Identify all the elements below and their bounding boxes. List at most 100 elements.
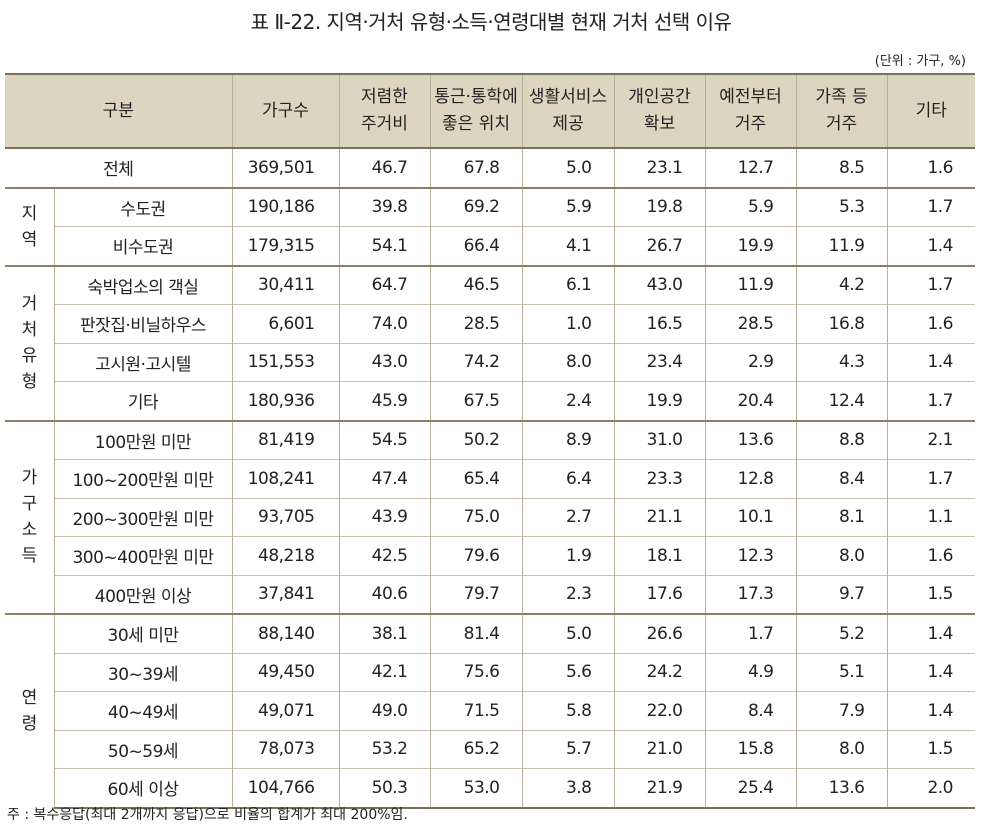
cell-value: 2.1 <box>886 419 975 460</box>
header-commute: 통근·통학에 좋은 위치 <box>429 73 522 149</box>
table-row: 100~200만원 미만 108,241 47.4 65.4 6.4 23.3 12.8 8.… <box>5 459 975 498</box>
row-label: 고시원·고시텔 <box>53 342 232 382</box>
cell-value: 1.4 <box>886 691 975 730</box>
table-row: 거 처 유 형 숙박업소의 객실 30,411 64.7 46.5 6.1 43.0 11.9 4.2… <box>5 264 975 421</box>
cell-value: 2.4 <box>521 381 614 421</box>
cell-value: 16.8 <box>795 304 887 343</box>
cell-value: 53.2 <box>338 729 430 769</box>
cell-value: 64.7 <box>338 264 430 305</box>
cell-value: 43.0 <box>338 342 430 382</box>
header-private-space: 개인공간 확보 <box>613 73 705 149</box>
cell-value: 20.4 <box>704 381 796 421</box>
cell-value: 12.7 <box>704 147 796 189</box>
cell-value: 5.7 <box>521 729 614 769</box>
row-label: 400만원 이상 <box>53 574 232 614</box>
cell-value: 42.5 <box>338 536 430 575</box>
cell-value: 43.0 <box>613 264 705 305</box>
cell-value: 5.3 <box>795 187 887 227</box>
cell-households: 48,218 <box>231 536 339 575</box>
cell-value: 75.6 <box>429 652 522 692</box>
housing-reasons-table: 구분 가구수 저렴한 주거비 통근·통학에 좋은 위치 생활서비스 제공 개인공간 확보… <box>5 73 975 809</box>
cell-value: 47.4 <box>338 459 430 498</box>
cell-value: 65.4 <box>429 459 522 498</box>
cell-value: 12.3 <box>704 536 796 575</box>
cell-value: 8.1 <box>795 497 887 537</box>
cell-value: 1.7 <box>886 187 975 227</box>
cell-value: 1.7 <box>704 613 796 653</box>
cell-value: 10.1 <box>704 497 796 537</box>
cell-value: 75.0 <box>429 497 522 537</box>
cell-value: 45.9 <box>338 381 430 421</box>
cell-value: 8.0 <box>795 536 887 575</box>
table-row: 가 구 소 득 100만원 미만 81,419 54.5 50.2 8.9 31.0 13.6 8.8… <box>5 419 975 614</box>
cell-value: 1.4 <box>886 226 975 266</box>
cell-value: 1.6 <box>886 304 975 343</box>
table-row: 기타 180,936 45.9 67.5 2.4 19.9 20.4 12.4 1.7 <box>5 381 975 421</box>
cell-value: 5.9 <box>521 187 614 227</box>
cell-value: 13.6 <box>704 419 796 460</box>
row-label: 40~49세 <box>53 691 232 730</box>
cell-value: 8.0 <box>521 342 614 382</box>
cell-value: 2.3 <box>521 574 614 614</box>
cell-value: 1.4 <box>886 613 975 653</box>
cell-value: 1.7 <box>886 381 975 421</box>
cell-value: 31.0 <box>613 419 705 460</box>
cell-value: 46.5 <box>429 264 522 305</box>
cell-value: 71.5 <box>429 691 522 730</box>
row-label: 전체 <box>5 147 232 189</box>
row-label: 30~39세 <box>53 652 232 692</box>
cell-households: 180,936 <box>231 381 339 421</box>
cell-value: 17.3 <box>704 574 796 614</box>
cell-value: 5.6 <box>521 652 614 692</box>
cell-value: 25.4 <box>704 768 796 809</box>
table-row: 400만원 이상 37,841 40.6 79.7 2.3 17.6 17.3 9.7 1.5 <box>5 574 975 614</box>
cell-value: 5.1 <box>795 652 887 692</box>
cell-value: 5.0 <box>521 147 614 189</box>
cell-households: 49,071 <box>231 691 339 730</box>
cell-value: 23.4 <box>613 342 705 382</box>
cell-value: 7.9 <box>795 691 887 730</box>
cell-households: 151,553 <box>231 342 339 382</box>
cell-value: 40.6 <box>338 574 430 614</box>
cell-value: 4.1 <box>521 226 614 266</box>
table-row: 판잣집·비닐하우스 6,601 74.0 28.5 1.0 16.5 28.5 16.8 1.6 <box>5 304 975 343</box>
cell-value: 1.7 <box>886 459 975 498</box>
cell-value: 5.0 <box>521 613 614 653</box>
cell-value: 79.6 <box>429 536 522 575</box>
cell-households: 369,501 <box>231 147 339 189</box>
cell-value: 38.1 <box>338 613 430 653</box>
cell-value: 1.7 <box>886 264 975 305</box>
cell-value: 67.8 <box>429 147 522 189</box>
cell-value: 1.5 <box>886 729 975 769</box>
table-row-total: 전체 369,501 46.7 67.8 5.0 23.1 12.7 8.5 1… <box>5 147 975 189</box>
row-label: 숙박업소의 객실 <box>53 264 232 305</box>
cell-value: 2.0 <box>886 768 975 809</box>
cell-households: 81,419 <box>231 419 339 460</box>
cell-value: 21.9 <box>613 768 705 809</box>
cell-value: 69.2 <box>429 187 522 227</box>
cell-value: 22.0 <box>613 691 705 730</box>
cell-households: 78,073 <box>231 729 339 769</box>
cell-value: 1.1 <box>886 497 975 537</box>
unit-label: (단위 : 가구, %) <box>874 54 966 69</box>
cell-households: 37,841 <box>231 574 339 614</box>
cell-households: 108,241 <box>231 459 339 498</box>
cell-value: 9.7 <box>795 574 887 614</box>
cell-value: 8.4 <box>795 459 887 498</box>
header-category: 구분 <box>5 73 232 149</box>
cell-value: 28.5 <box>429 304 522 343</box>
cell-value: 11.9 <box>795 226 887 266</box>
cell-households: 104,766 <box>231 768 339 809</box>
cell-value: 12.8 <box>704 459 796 498</box>
row-label: 수도권 <box>53 187 232 227</box>
row-label: 비수도권 <box>53 226 232 266</box>
cell-value: 5.8 <box>521 691 614 730</box>
footnote: 주 : 복수응답(최대 2개까지 응답)으로 비율의 합계가 최대 200%임. <box>7 807 408 823</box>
cell-value: 53.0 <box>429 768 522 809</box>
table-row: 50~59세 78,073 53.2 65.2 5.7 21.0 15.8 8.0 1.5 <box>5 729 975 769</box>
cell-value: 26.7 <box>613 226 705 266</box>
row-label: 기타 <box>53 381 232 421</box>
cell-value: 23.3 <box>613 459 705 498</box>
cell-value: 4.3 <box>795 342 887 382</box>
